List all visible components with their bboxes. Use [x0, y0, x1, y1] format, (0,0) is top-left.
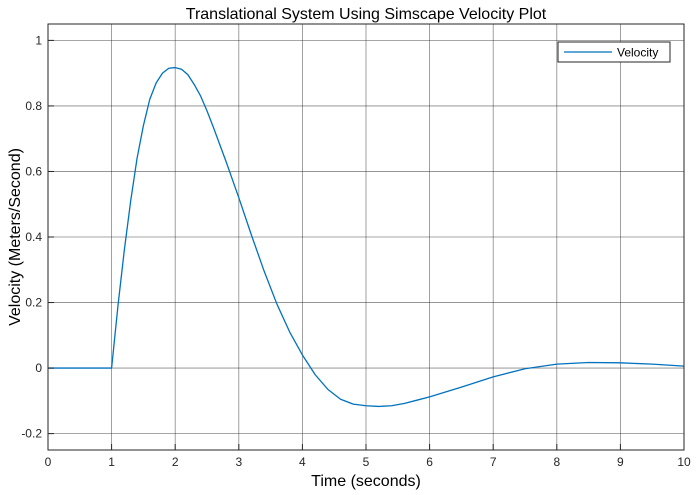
y-gridlines: [48, 39, 684, 435]
x-axis-ticks: 0 1 2 3 4 5 6 7 8 9 10: [45, 444, 691, 469]
y-axis-title: Velocity (Meters/Second): [7, 148, 24, 326]
x-tick-label: 6: [426, 455, 433, 469]
legend-box: [557, 41, 671, 63]
y-tick-label: 0.8: [25, 99, 42, 113]
x-tick-label: 1: [108, 455, 115, 469]
y-tick-label: -0.2: [21, 427, 42, 441]
legend-label-velocity: Velocity: [617, 46, 658, 60]
y-axis-ticks: -0.2 0 0.2 0.4 0.6 0.8 1: [21, 33, 54, 441]
y-tick-label: 0.4: [25, 230, 42, 244]
x-tick-label: 5: [363, 455, 370, 469]
x-tick-label: 0: [45, 455, 52, 469]
x-tick-label: 9: [617, 455, 624, 469]
x-tick-label: 3: [235, 455, 242, 469]
x-tick-label: 10: [677, 455, 691, 469]
x-tick-label: 2: [172, 455, 179, 469]
legend: Velocity: [557, 41, 671, 63]
series-layer: [48, 66, 685, 408]
y-tick-label: 0: [35, 361, 42, 375]
x-axis-title: Time (seconds): [311, 473, 421, 490]
y-tick-label: 0.2: [25, 296, 42, 310]
chart-title: Translational System Using Simscape Velo…: [186, 6, 547, 23]
x-tick-label: 4: [299, 455, 306, 469]
x-tick-label: 7: [490, 455, 497, 469]
x-tick-label: 8: [553, 455, 560, 469]
y-tick-label: 0.6: [25, 164, 42, 178]
series-line-velocity: [48, 66, 685, 408]
y-tick-label: 1: [35, 33, 42, 47]
